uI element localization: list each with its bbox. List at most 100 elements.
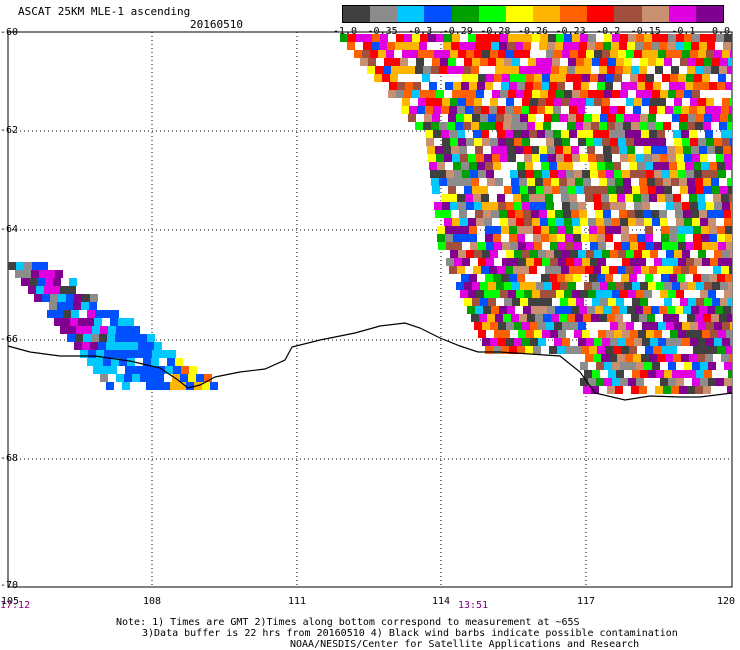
swath-pixel [647,178,655,186]
swath-pixel [170,382,178,390]
swath-pixel [669,82,677,90]
swath-pixel [525,162,533,170]
swath-pixel [680,298,688,306]
swath-pixel [455,66,463,74]
swath-pixel [542,170,550,178]
lon-label: 111 [287,596,307,607]
swath-pixel [392,58,400,66]
swath-pixel [474,250,482,258]
swath-pixel [566,170,574,178]
swath-pixel [479,122,487,130]
swath-pixel [627,306,635,314]
swath-pixel [624,114,632,122]
swath-pixel [541,274,549,282]
swath-pixel [729,266,732,274]
swath-pixel [620,290,628,298]
swath-pixel [490,138,498,146]
swath-pixel [533,82,541,90]
swath-pixel [467,306,475,314]
swath-pixel [668,34,676,42]
swath-pixel [609,266,617,274]
swath-pixel [123,334,131,342]
swath-pixel [592,58,600,66]
swath-pixel [415,122,423,130]
swath-pixel [573,274,581,282]
swath-pixel [643,306,651,314]
swath-pixel [647,314,655,322]
swath-pixel [468,218,476,226]
swath-pixel [522,50,530,58]
swath-pixel [713,194,721,202]
swath-pixel [720,298,728,306]
swath-pixel [146,342,154,350]
swath-pixel [628,362,636,370]
swath-pixel [603,42,611,50]
swath-pixel [709,346,717,354]
swath-pixel [570,50,578,58]
swath-pixel [572,218,580,226]
swath-pixel [554,98,562,106]
swath-pixel [579,210,587,218]
swath-pixel [69,278,77,286]
swath-pixel [698,250,706,258]
swath-pixel [82,342,90,350]
swath-pixel [430,170,438,178]
swath-pixel [98,342,106,350]
swath-pixel [512,282,520,290]
swath-pixel [712,282,720,290]
swath-pixel [154,382,162,390]
swath-pixel [525,346,533,354]
swath-pixel [719,122,727,130]
swath-pixel [728,58,732,66]
swath-pixel [110,318,118,326]
swath-pixel [447,122,455,130]
swath-pixel [547,306,555,314]
swath-pixel [631,66,639,74]
swath-pixel [112,350,120,358]
swath-pixel [47,270,55,278]
swath-pixel [78,318,86,326]
swath-pixel [671,314,679,322]
swath-pixel [554,322,562,330]
swath-pixel [676,378,684,386]
swath-pixel [607,386,615,394]
swath-pixel [490,250,498,258]
swath-pixel [399,66,407,74]
swath-pixel [714,50,722,58]
swath-pixel [460,154,468,162]
swath-pixel [437,226,445,234]
swath-pixel [485,234,493,242]
swath-pixel [590,74,598,82]
swath-pixel [728,186,732,194]
swath-pixel [157,366,165,374]
swath-pixel [437,162,445,170]
swath-pixel [512,298,520,306]
swath-pixel [656,282,664,290]
swath-pixel [713,106,721,114]
swath-pixel [458,250,466,258]
swath-pixel [713,266,721,274]
swath-pixel [594,98,602,106]
swath-pixel [712,186,720,194]
swath-pixel [634,202,642,210]
swath-pixel [543,314,551,322]
swath-pixel [60,326,68,334]
swath-pixel [544,58,552,66]
swath-pixel [682,138,690,146]
swath-pixel [420,90,428,98]
swath-pixel [582,258,590,266]
swath-pixel [564,290,572,298]
swath-pixel [604,218,612,226]
swath-pixel [729,130,732,138]
swath-pixel [670,258,678,266]
swath-pixel [546,98,554,106]
swath-pixel [620,34,628,42]
swath-pixel [669,346,677,354]
swath-pixel [425,106,433,114]
swath-pixel [639,314,647,322]
swath-pixel [714,250,722,258]
swath-pixel [539,210,547,218]
swath-pixel [492,290,500,298]
swath-pixel [540,218,548,226]
swath-pixel [666,250,674,258]
